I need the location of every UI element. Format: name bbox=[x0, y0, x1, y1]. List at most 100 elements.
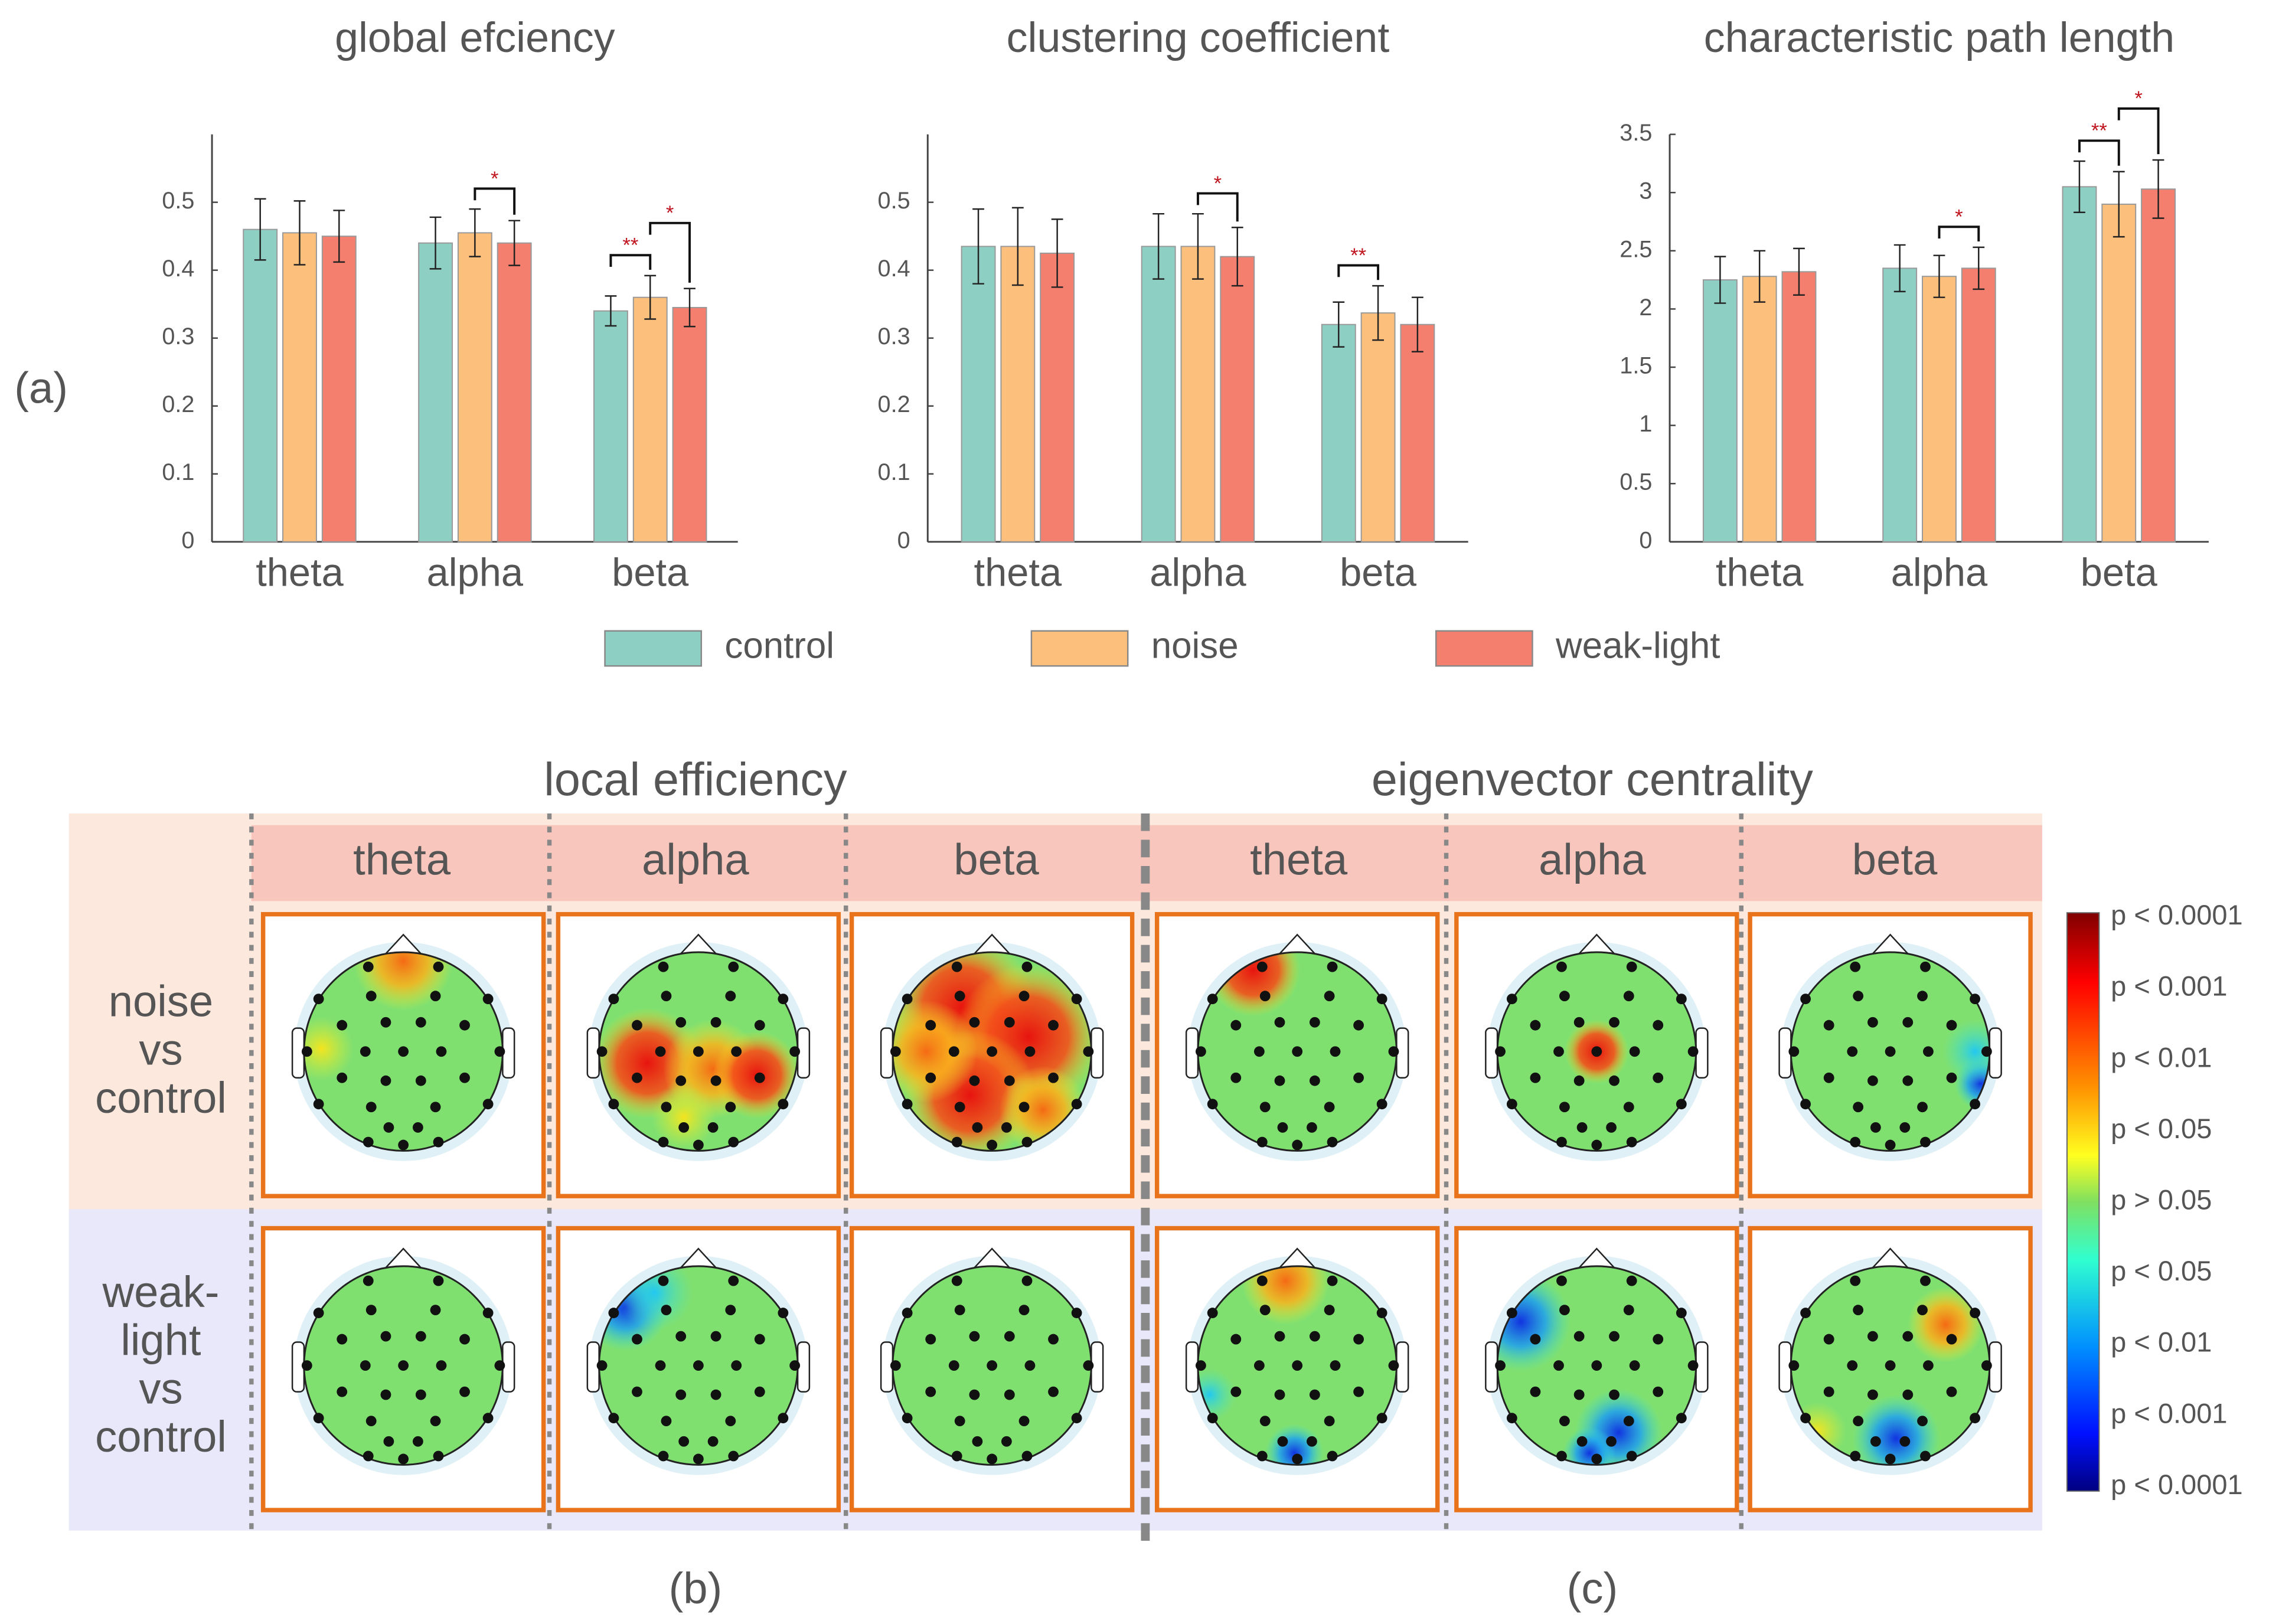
activation bbox=[1197, 1368, 1236, 1422]
electrode bbox=[902, 1413, 913, 1424]
error-bar bbox=[1051, 218, 1063, 288]
electrode bbox=[436, 1046, 447, 1057]
error-bar bbox=[1893, 244, 1906, 293]
activation bbox=[354, 952, 453, 1011]
electrode bbox=[1867, 1331, 1878, 1342]
error-bar bbox=[1933, 254, 1945, 298]
bar bbox=[418, 242, 453, 543]
activation bbox=[1206, 952, 1301, 1017]
y-tick-label: 0.3 bbox=[878, 324, 910, 349]
section-title: local efficiency bbox=[544, 753, 847, 805]
significance-label: * bbox=[2134, 87, 2142, 110]
y-tick-label: 0.1 bbox=[878, 459, 910, 485]
electrode bbox=[430, 1305, 441, 1316]
electrode bbox=[1591, 1139, 1602, 1151]
colorbar-label: p < 0.001 bbox=[2111, 1397, 2227, 1429]
electrode bbox=[678, 1122, 690, 1133]
electrode bbox=[1867, 1075, 1878, 1086]
electrode bbox=[1277, 1122, 1288, 1133]
electrode bbox=[313, 994, 324, 1005]
electrode bbox=[337, 1072, 348, 1083]
electrode bbox=[1024, 1046, 1036, 1057]
electrode bbox=[969, 1331, 980, 1342]
electrode bbox=[1917, 1102, 1928, 1113]
error-bar bbox=[1231, 226, 1243, 287]
electrode bbox=[1353, 1072, 1364, 1083]
electrode bbox=[1230, 1334, 1242, 1345]
electrode bbox=[1653, 1386, 1664, 1397]
error-bar bbox=[469, 208, 481, 257]
electrode bbox=[365, 991, 377, 1002]
electrode bbox=[1327, 1136, 1338, 1148]
electrode bbox=[1327, 1275, 1338, 1286]
electrode bbox=[1388, 1046, 1399, 1057]
electrode bbox=[430, 1416, 441, 1427]
topomap bbox=[1485, 933, 1709, 1161]
electrode bbox=[1330, 1046, 1341, 1057]
significance-bracket bbox=[2078, 139, 2120, 166]
panel-label: (c) bbox=[1567, 1564, 1618, 1613]
electrode bbox=[1885, 1046, 1896, 1057]
electrode bbox=[789, 1046, 801, 1057]
electrode bbox=[1847, 1046, 1858, 1057]
electrode bbox=[1021, 961, 1033, 972]
electrode bbox=[987, 1139, 998, 1151]
electrode bbox=[710, 1075, 721, 1086]
electrode bbox=[430, 1102, 441, 1113]
electrode bbox=[1788, 1046, 1800, 1057]
electrode bbox=[1853, 1305, 1864, 1316]
electrode bbox=[1867, 1389, 1878, 1400]
error-bar bbox=[254, 198, 266, 261]
electrode bbox=[1309, 1017, 1320, 1028]
error-bar bbox=[605, 295, 617, 327]
error-bar bbox=[1714, 256, 1726, 304]
significance-bracket bbox=[474, 187, 516, 215]
electrode bbox=[902, 1099, 913, 1110]
y-tick-label: 3 bbox=[1639, 178, 1652, 204]
electrode bbox=[778, 1413, 789, 1424]
x-tick-label: theta bbox=[974, 551, 1062, 594]
electrode bbox=[951, 1136, 962, 1148]
electrode bbox=[707, 1436, 719, 1447]
electrode bbox=[1021, 1275, 1033, 1286]
x-tick-label: beta bbox=[612, 551, 689, 594]
x-tick-label: alpha bbox=[1150, 551, 1246, 594]
electrode bbox=[1687, 1046, 1699, 1057]
electrode bbox=[1850, 961, 1861, 972]
electrode bbox=[433, 961, 444, 972]
section-title: eigenvector centrality bbox=[1372, 753, 1813, 805]
electrode bbox=[1259, 1102, 1271, 1113]
electrode bbox=[1506, 994, 1517, 1005]
electrode bbox=[380, 1389, 391, 1400]
colorbar-label: p < 0.0001 bbox=[2111, 1469, 2242, 1500]
electrode bbox=[482, 1413, 494, 1424]
electrode bbox=[1920, 1275, 1931, 1286]
y-tick-label: 0.4 bbox=[878, 256, 910, 282]
electrode bbox=[1083, 1360, 1094, 1371]
electrode bbox=[1853, 1102, 1864, 1113]
electrode bbox=[1850, 1275, 1861, 1286]
electrode bbox=[1800, 1413, 1811, 1424]
error-bar bbox=[1192, 213, 1204, 280]
electrode bbox=[1920, 961, 1931, 972]
y-tick-label: 0.1 bbox=[162, 459, 194, 485]
bar bbox=[1180, 246, 1216, 543]
electrode bbox=[433, 1136, 444, 1148]
electrode bbox=[710, 1331, 721, 1342]
nose bbox=[1872, 1247, 1909, 1269]
panel-label: (b) bbox=[669, 1564, 723, 1613]
nose bbox=[1279, 933, 1315, 955]
legend-label: noise bbox=[1151, 626, 1239, 666]
electrode bbox=[951, 1275, 962, 1286]
electrode bbox=[363, 1275, 374, 1286]
activation bbox=[1908, 1286, 1984, 1363]
bar bbox=[497, 242, 532, 543]
electrode bbox=[365, 1102, 377, 1113]
electrode bbox=[1071, 1099, 1082, 1110]
electrode bbox=[301, 1046, 312, 1057]
electrode bbox=[710, 1017, 721, 1028]
x-tick-label: beta bbox=[2081, 551, 2158, 594]
x-tick-label: beta bbox=[1340, 551, 1417, 594]
electrode bbox=[778, 994, 789, 1005]
